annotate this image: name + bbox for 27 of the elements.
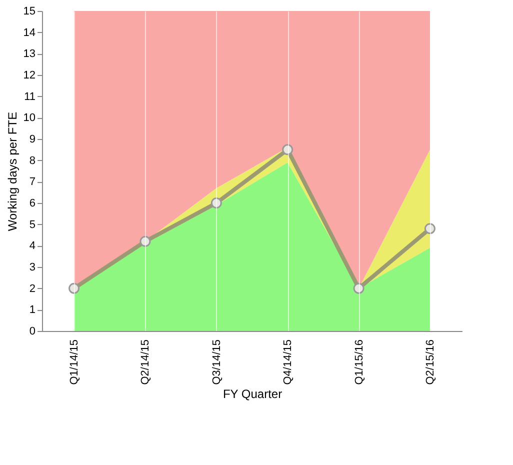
x-tick-label: Q1/14/15 — [68, 340, 81, 385]
y-tick-label: 1 — [29, 304, 36, 316]
x-tick-label: Q3/14/15 — [210, 340, 223, 385]
y-tick-label: 4 — [29, 240, 36, 252]
x-tick-label: Q4/14/15 — [282, 340, 294, 385]
y-axis-title: Working days per FTE — [5, 112, 20, 232]
x-tick-label: Q2/14/15 — [140, 340, 152, 385]
y-tick-label: 13 — [23, 48, 36, 60]
point — [282, 144, 294, 156]
y-tick-label: 14 — [23, 26, 36, 39]
y-tick-label: 11 — [24, 90, 36, 103]
y-tick-label: 8 — [29, 154, 36, 167]
y-tick-label: 5 — [29, 218, 36, 231]
y-tick-label: 9 — [29, 134, 36, 146]
y-tick-label: 3 — [29, 262, 36, 274]
y-tick-label: 12 — [23, 70, 36, 82]
y-tick-label: 2 — [29, 282, 36, 295]
x-tick-label: Q1/15/16 — [353, 340, 366, 385]
x-axis-title: FY Quarter — [222, 386, 282, 401]
y-tick-label: 7 — [29, 176, 36, 188]
point — [424, 223, 436, 234]
y-tick-label: 15 — [23, 6, 36, 18]
y-tick-label: 6 — [29, 198, 36, 210]
y-tick-label: 10 — [23, 112, 36, 124]
x-tick-label: Q2/15/16 — [424, 340, 436, 385]
y-tick-label: 0 — [29, 326, 36, 338]
point — [210, 198, 222, 208]
